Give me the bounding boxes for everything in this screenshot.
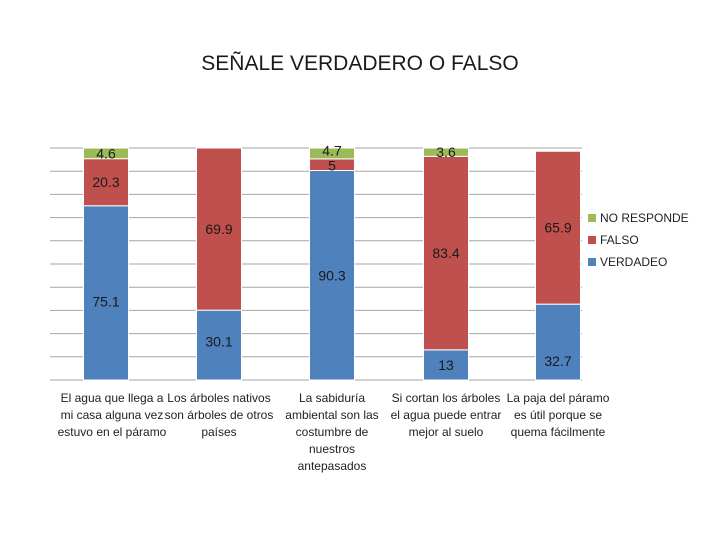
data-label-no-responde-3: 3.6 — [436, 144, 456, 160]
bar-falso-3 — [423, 155, 469, 351]
bar-verdadero-0 — [83, 205, 129, 381]
data-label-verdadero-0: 75.1 — [92, 294, 119, 310]
legend-item-falso: FALSO — [588, 229, 689, 251]
bar-no-responde-2 — [309, 147, 355, 160]
data-label-falso-3: 83.4 — [432, 245, 459, 261]
legend-label-falso: FALSO — [600, 233, 639, 247]
data-label-verdadero-2: 90.3 — [318, 267, 345, 283]
data-label-falso-4: 65.9 — [544, 220, 571, 236]
data-label-verdadero-1: 30.1 — [205, 334, 232, 350]
category-label-2: La sabiduría ambiental son las costumbre… — [285, 391, 379, 473]
bar-falso-1 — [196, 147, 242, 311]
legend-label-no-responde: NO RESPONDE — [600, 211, 689, 225]
legend-label-verdadero: VERDADEO — [600, 255, 668, 269]
category-label-1: Los árboles nativos son árboles de otros… — [164, 391, 274, 439]
legend-swatch-verdadero — [588, 258, 596, 266]
category-label-3: Si cortan los árboles el agua puede entr… — [390, 391, 502, 439]
bar-falso-0 — [83, 158, 129, 207]
bar-falso-4 — [535, 150, 581, 305]
chart-title: SEÑALE VERDADERO O FALSO — [201, 52, 519, 75]
bar-verdadero-2 — [309, 170, 355, 381]
bar-verdadero-3 — [423, 349, 469, 381]
bar-verdadero-1 — [196, 309, 242, 381]
bar-verdadero-4 — [535, 303, 581, 381]
data-label-falso-2: 5 — [328, 158, 336, 174]
bar-no-responde-3 — [423, 147, 469, 157]
legend-item-verdadero: VERDADEO — [588, 251, 689, 273]
legend-swatch-falso — [588, 236, 596, 244]
category-label-0: El agua que llega a mi casa alguna vez e… — [57, 391, 167, 439]
data-label-no-responde-0: 4.6 — [96, 145, 116, 161]
chart-legend: NO RESPONDE FALSO VERDADEO — [588, 207, 689, 273]
data-label-no-responde-2: 4.7 — [322, 142, 342, 158]
data-label-falso-1: 69.9 — [205, 221, 232, 237]
legend-swatch-no-responde — [588, 214, 596, 222]
bar-no-responde-0 — [83, 147, 129, 160]
legend-item-no-responde: NO RESPONDE — [588, 207, 689, 229]
data-label-verdadero-4: 32.7 — [544, 353, 571, 369]
category-label-4: La paja del páramo es útil porque se que… — [506, 391, 610, 439]
data-label-falso-0: 20.3 — [92, 174, 119, 190]
data-label-verdadero-3: 13 — [438, 357, 454, 373]
